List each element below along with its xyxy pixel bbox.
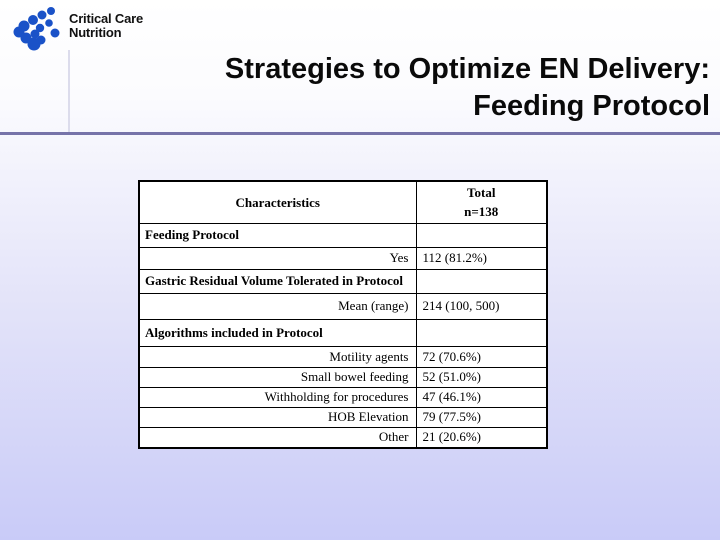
row-label: Small bowel feeding xyxy=(138,366,417,388)
left-accent-line xyxy=(68,50,70,132)
row-label: Yes xyxy=(138,246,417,270)
row-label: Mean (range) xyxy=(138,292,417,320)
table-row: Feeding Protocol xyxy=(138,222,548,248)
characteristics-table: Characteristics Total n=138 Feeding Prot… xyxy=(138,180,548,449)
row-value: 21 (20.6%) xyxy=(415,426,548,449)
table-header-row: Characteristics Total n=138 xyxy=(138,180,548,224)
table-row: Other 21 (20.6%) xyxy=(138,426,548,449)
table-row: Small bowel feeding 52 (51.0%) xyxy=(138,366,548,388)
row-value xyxy=(415,318,548,347)
row-value: 214 (100, 500) xyxy=(415,292,548,320)
table-row: Withholding for procedures 47 (46.1%) xyxy=(138,386,548,408)
row-label: Withholding for procedures xyxy=(138,386,417,408)
header-characteristics: Characteristics xyxy=(138,180,417,224)
row-label: HOB Elevation xyxy=(138,406,417,428)
row-value: 47 (46.1%) xyxy=(415,386,548,408)
table-row: Yes 112 (81.2%) xyxy=(138,246,548,270)
title-divider-line xyxy=(0,132,720,135)
header-total-line2: n=138 xyxy=(464,204,499,220)
header-total-line1: Total xyxy=(467,185,496,201)
table-row: Algorithms included in Protocol xyxy=(138,318,548,347)
header-total: Total n=138 xyxy=(415,180,548,224)
section-label: Feeding Protocol xyxy=(138,222,417,248)
row-value xyxy=(415,268,548,294)
slide-title: Strategies to Optimize EN Delivery: Feed… xyxy=(0,51,710,125)
row-label: Motility agents xyxy=(138,345,417,368)
slide-title-line1: Strategies to Optimize EN Delivery: xyxy=(224,53,710,85)
section-label: Gastric Residual Volume Tolerated in Pro… xyxy=(138,268,417,294)
row-label: Other xyxy=(138,426,417,449)
row-value: 112 (81.2%) xyxy=(415,246,548,270)
section-label: Algorithms included in Protocol xyxy=(138,318,417,347)
row-value: 72 (70.6%) xyxy=(415,345,548,368)
logo-brand-line1: Critical Care xyxy=(69,11,143,26)
table-row: Motility agents 72 (70.6%) xyxy=(138,345,548,368)
table-row: HOB Elevation 79 (77.5%) xyxy=(138,406,548,428)
logo-brand-line2: Nutrition xyxy=(69,25,122,40)
row-value xyxy=(415,222,548,248)
logo-icon xyxy=(13,7,60,51)
row-value: 52 (51.0%) xyxy=(415,366,548,388)
row-value: 79 (77.5%) xyxy=(415,406,548,428)
slide-title-line2: Feeding Protocol xyxy=(473,90,710,122)
table-row: Mean (range) 214 (100, 500) xyxy=(138,292,548,320)
logo: Critical Care Nutrition xyxy=(8,6,143,52)
table-row: Gastric Residual Volume Tolerated in Pro… xyxy=(138,268,548,294)
logo-text: Critical Care Nutrition xyxy=(69,12,143,40)
